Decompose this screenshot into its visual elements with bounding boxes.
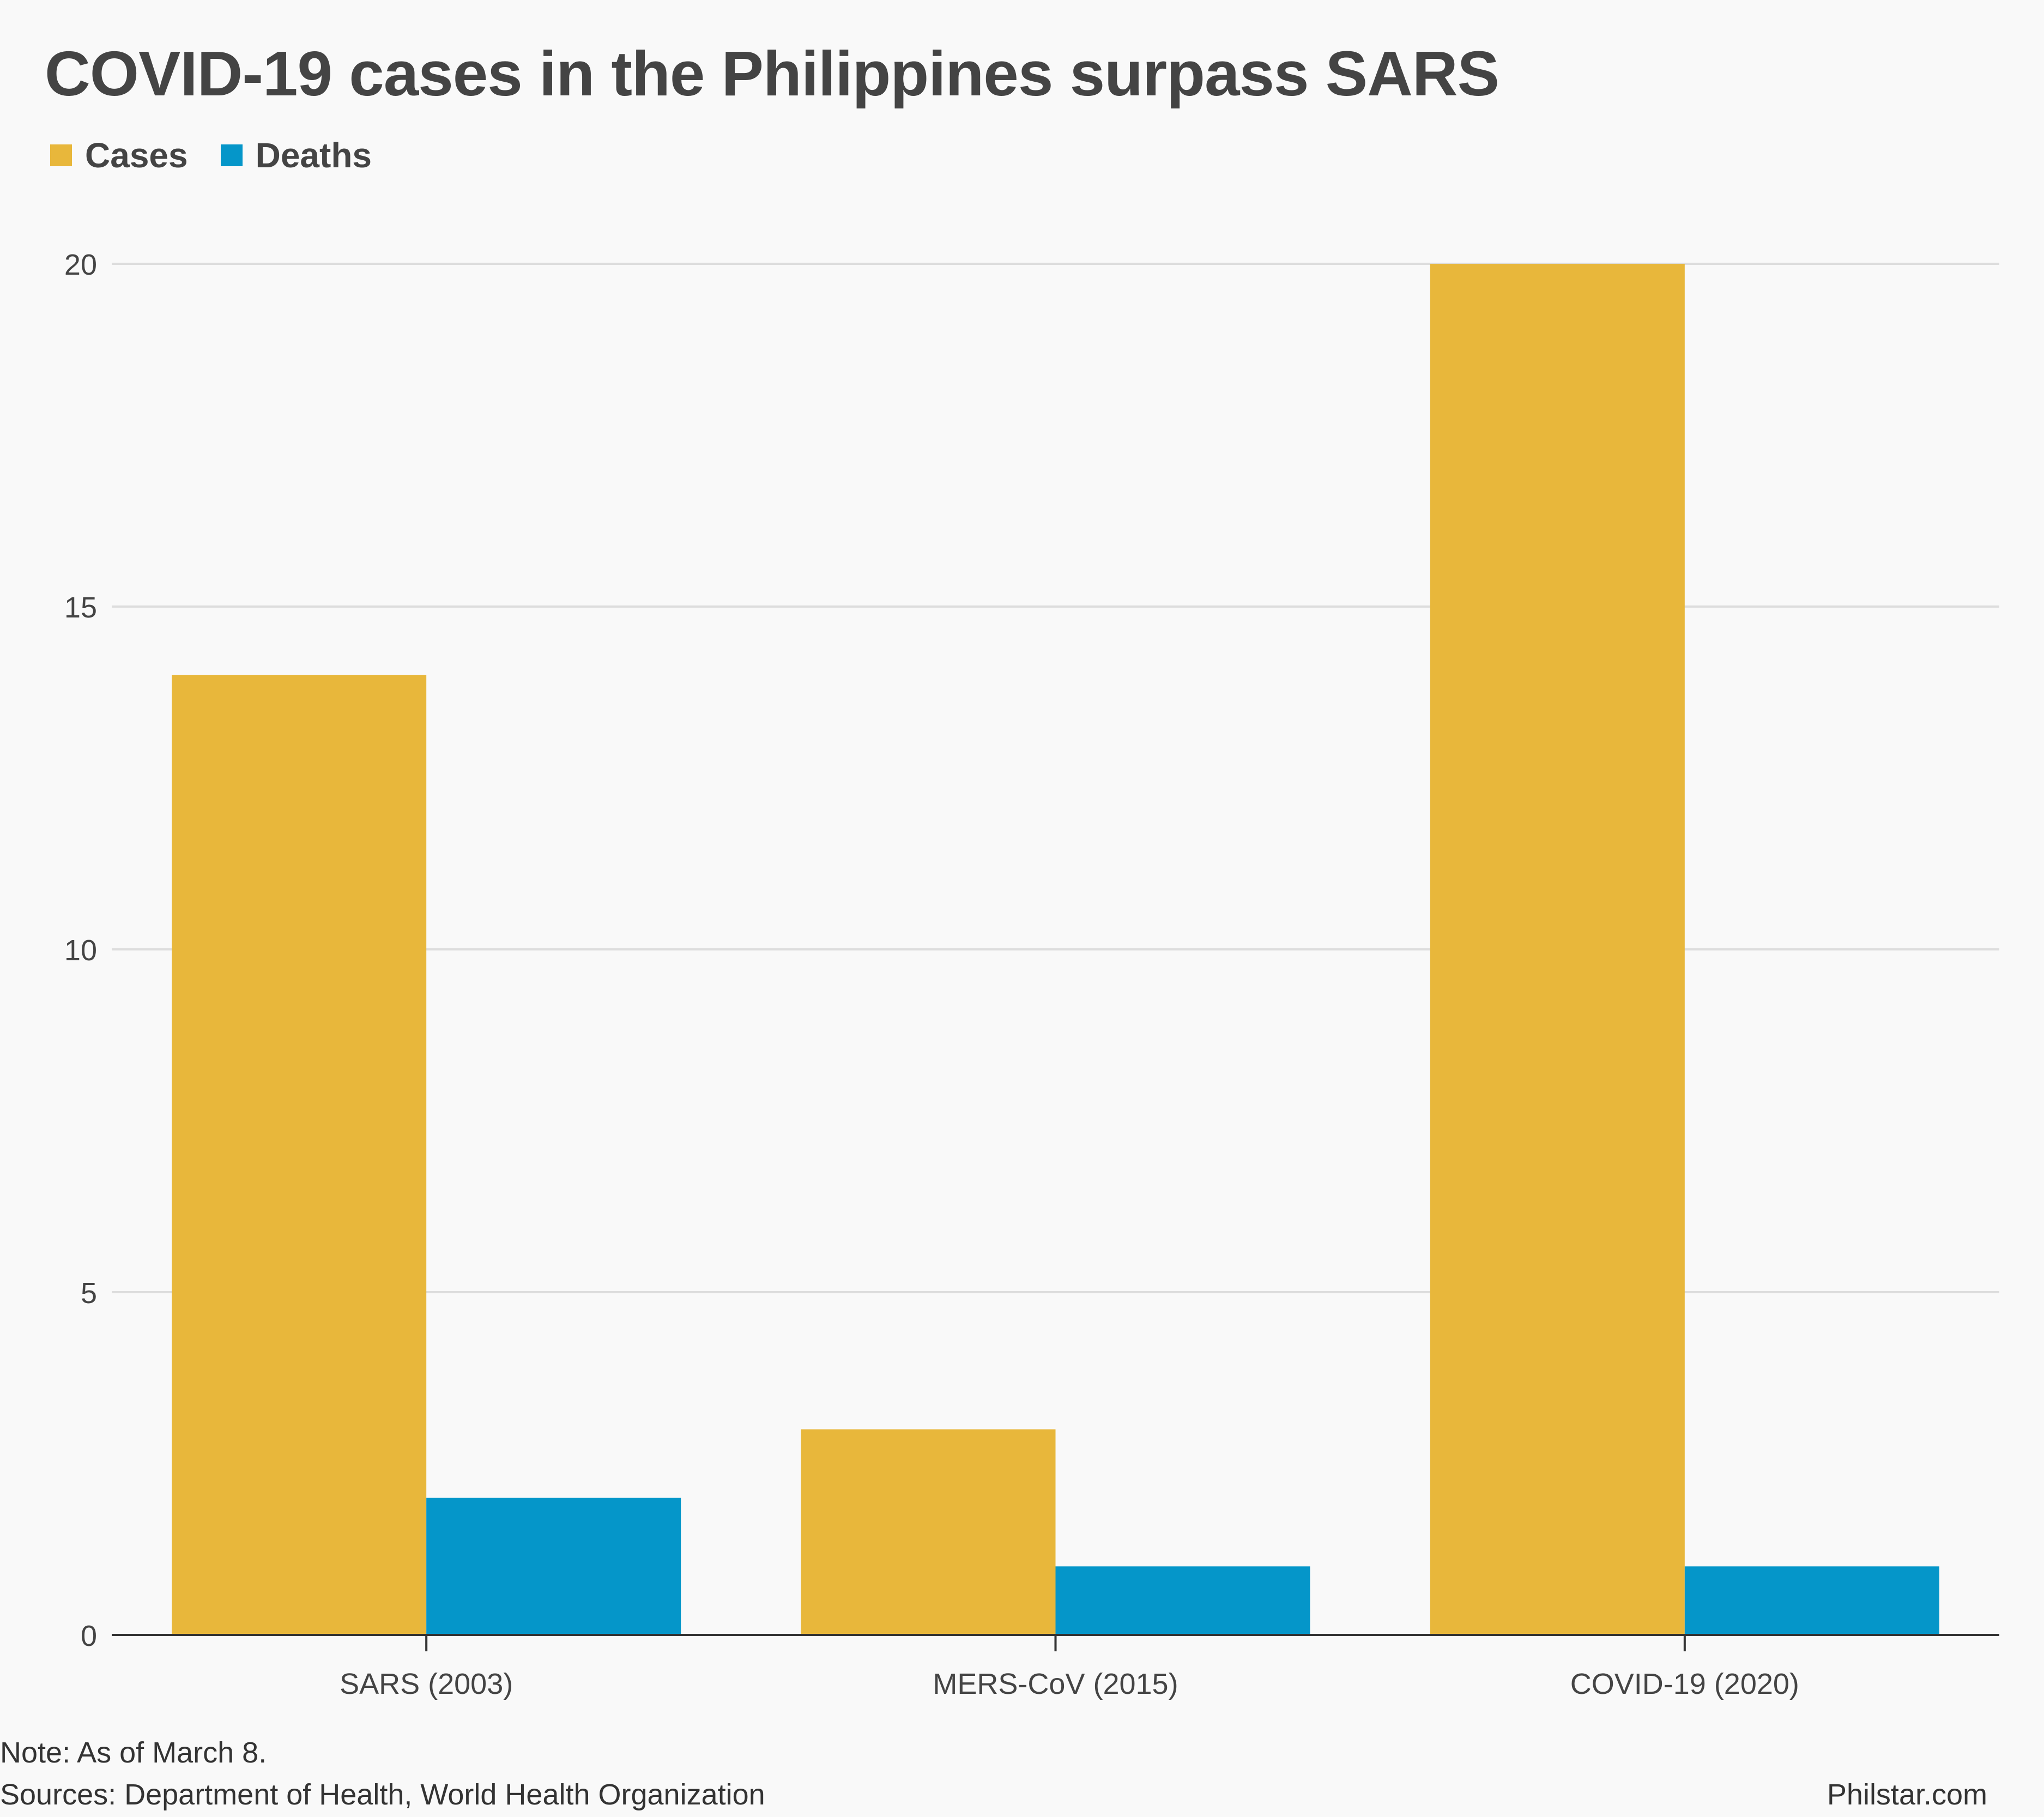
sources-text: Sources: Department of Health, World Hea…: [0, 1778, 765, 1811]
bar-deaths-1: [1055, 1566, 1310, 1635]
bar-cases-1: [801, 1429, 1056, 1635]
y-tick-label-5: 5: [81, 1277, 97, 1310]
footnote: Note: As of March 8.: [0, 1736, 267, 1769]
bar-deaths-0: [426, 1498, 681, 1635]
legend-item-cases: Cases: [50, 135, 188, 175]
x-tick-label-1: MERS-CoV (2015): [933, 1668, 1178, 1700]
bar-cases-0: [172, 675, 427, 1635]
y-tick-label-20: 20: [64, 249, 97, 281]
y-tick-label-0: 0: [81, 1620, 97, 1652]
x-tick-label-0: SARS (2003): [340, 1668, 513, 1700]
legend-swatch-deaths: [220, 144, 243, 166]
chart-title: COVID-19 cases in the Philippines surpas…: [45, 38, 1499, 109]
x-tick-label-2: COVID-19 (2020): [1570, 1668, 1799, 1700]
legend-item-deaths: Deaths: [220, 135, 372, 175]
bar-cases-2: [1430, 264, 1685, 1635]
bar-deaths-2: [1684, 1566, 1939, 1635]
legend-label-cases: Cases: [85, 136, 188, 175]
y-tick-label-10: 10: [64, 934, 97, 967]
y-tick-label-15: 15: [64, 591, 97, 624]
legend-swatch-cases: [50, 144, 72, 166]
legend-label-deaths: Deaths: [255, 136, 372, 175]
legend: Cases Deaths: [50, 135, 372, 175]
brand-credit: Philstar.com: [1827, 1778, 1987, 1811]
